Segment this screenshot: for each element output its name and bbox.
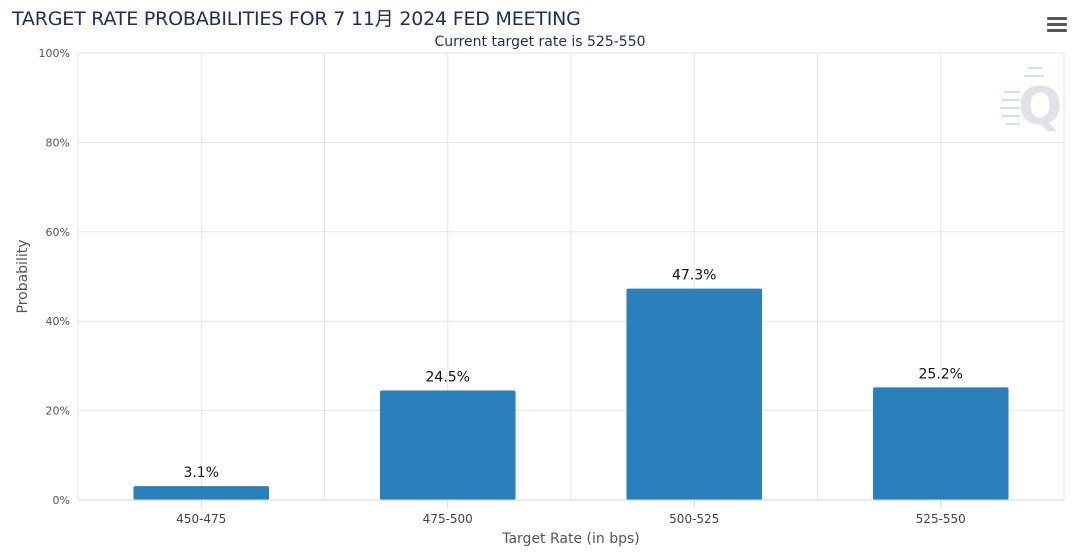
bar-450-475[interactable] bbox=[133, 486, 270, 500]
svg-text:Q: Q bbox=[1018, 77, 1060, 137]
axes bbox=[78, 499, 1064, 508]
hamburger-menu-icon bbox=[1047, 17, 1067, 20]
labels: 0% 20% 40% 60% 80% 100% 3.1% 450-475 24.5% 475-50… bbox=[15, 47, 966, 547]
data-label: 24.5% bbox=[426, 369, 470, 385]
y-axis-title: Probability bbox=[15, 239, 31, 313]
y-tick-label: 40% bbox=[46, 315, 70, 328]
y-tick-label: 60% bbox=[46, 226, 70, 239]
chart-subtitle: Current target rate is 525-550 bbox=[434, 34, 646, 50]
y-tick-label: 80% bbox=[46, 136, 70, 149]
data-label: 25.2% bbox=[919, 366, 963, 382]
data-label: 47.3% bbox=[672, 268, 716, 284]
x-tick-label: 475-500 bbox=[423, 512, 473, 526]
bars bbox=[133, 288, 1009, 500]
x-tick-label: 525-550 bbox=[916, 512, 966, 526]
x-tick-label: 500-525 bbox=[669, 512, 719, 526]
bar-525-550[interactable] bbox=[872, 387, 1009, 500]
q-logo-icon: Q bbox=[1000, 67, 1060, 137]
chart-menu-button[interactable] bbox=[1044, 14, 1070, 36]
chart-title: TARGET RATE PROBABILITIES FOR 7 11月 2024… bbox=[12, 8, 581, 30]
y-tick-label: 0% bbox=[53, 494, 70, 507]
data-label: 3.1% bbox=[183, 465, 219, 481]
bar-500-525[interactable] bbox=[626, 288, 763, 500]
bar-475-500[interactable] bbox=[379, 390, 516, 500]
x-tick-label: 450-475 bbox=[176, 512, 226, 526]
y-tick-label: 100% bbox=[39, 47, 70, 60]
x-axis-title: Target Rate (in bps) bbox=[501, 531, 640, 547]
y-tick-label: 20% bbox=[46, 405, 70, 418]
